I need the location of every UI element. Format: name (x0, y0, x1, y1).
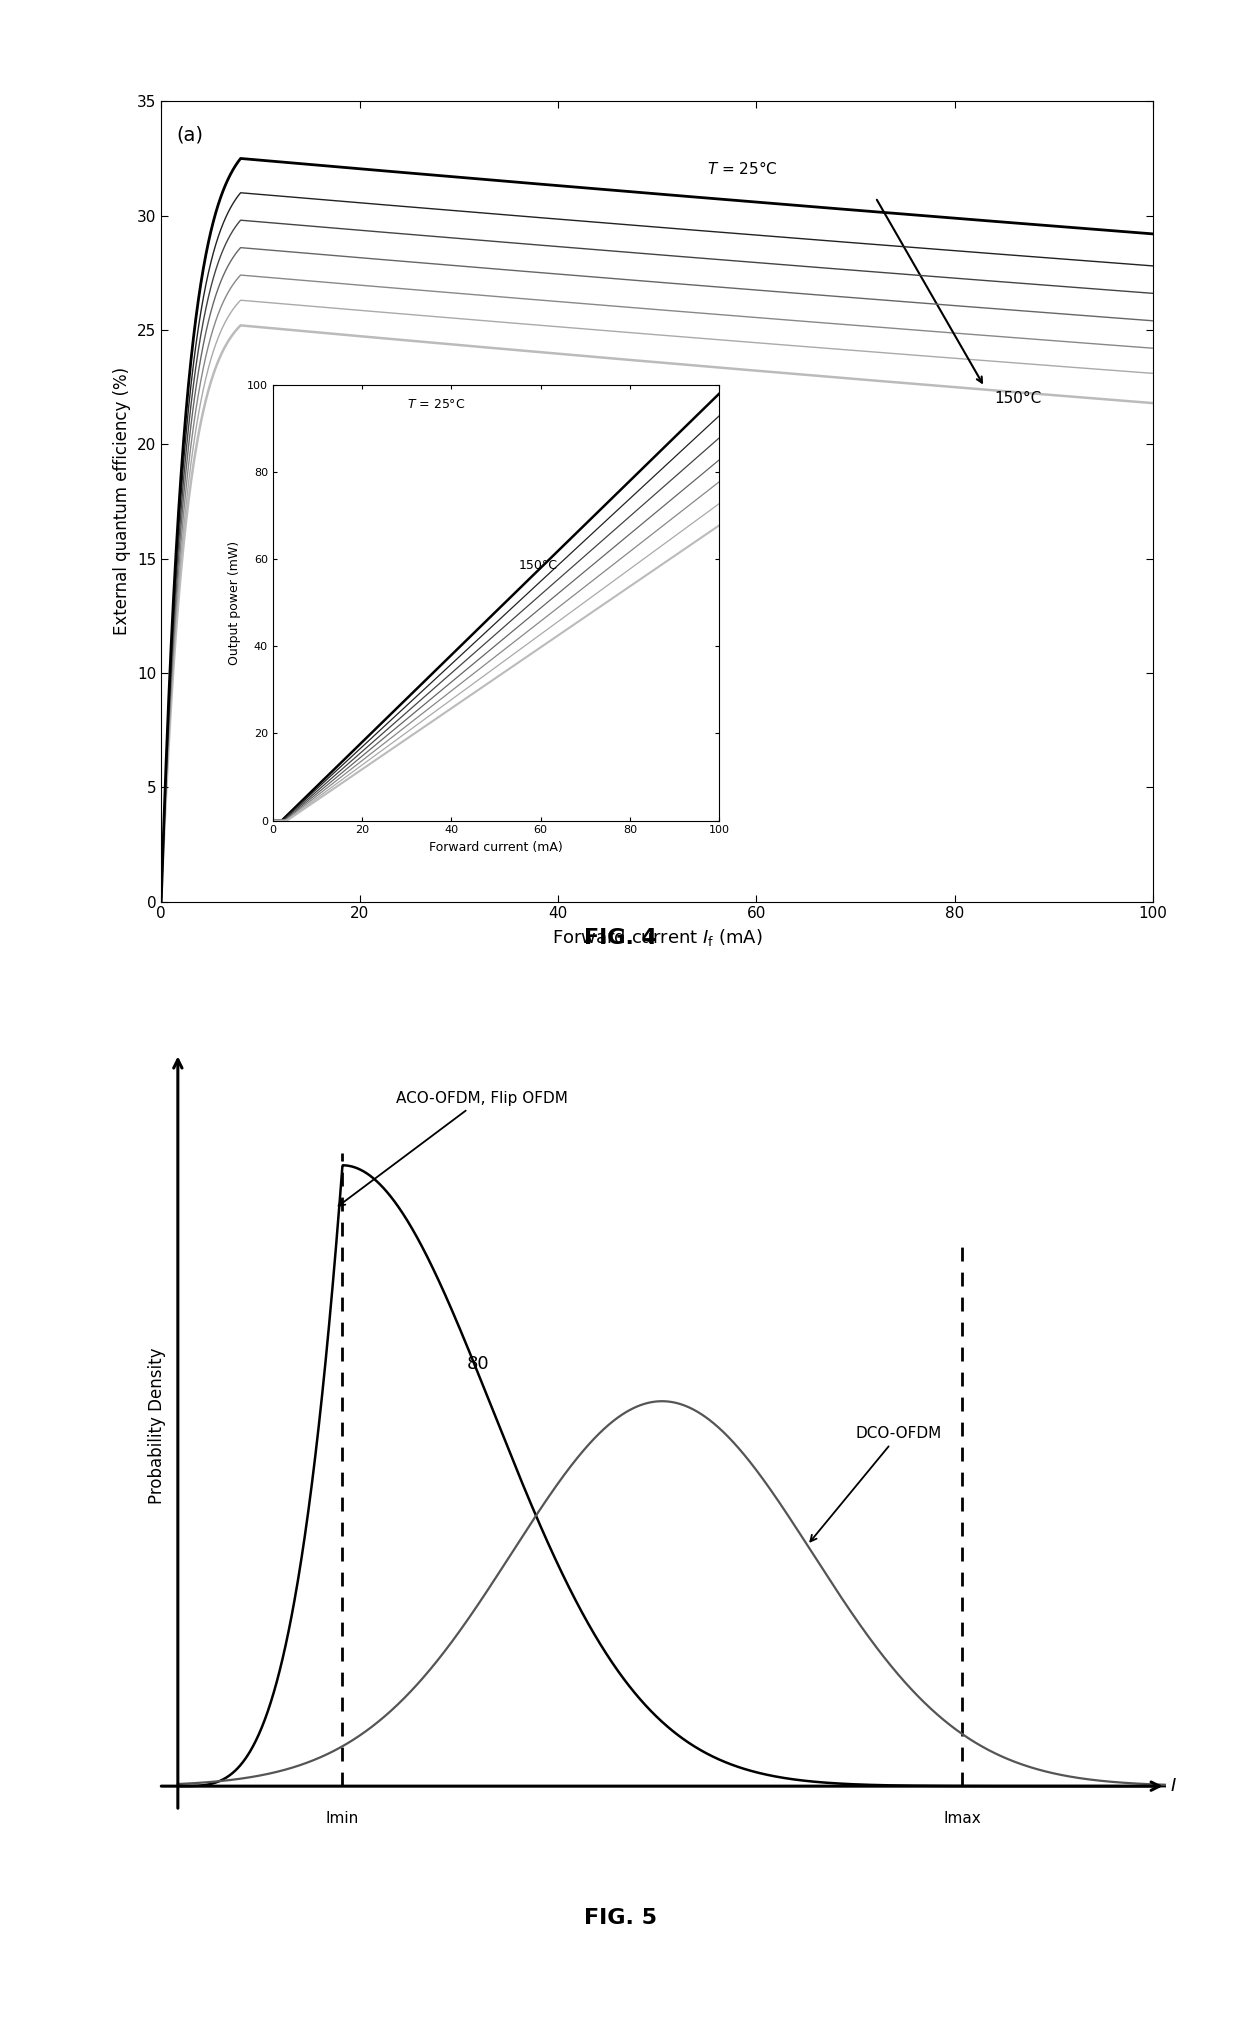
Text: 150°C: 150°C (518, 559, 557, 571)
Text: Probability Density: Probability Density (148, 1347, 166, 1503)
Text: I: I (1171, 1777, 1176, 1795)
Text: 150°C: 150°C (994, 391, 1042, 405)
X-axis label: Forward current (mA): Forward current (mA) (429, 841, 563, 853)
Text: Imax: Imax (944, 1811, 981, 1825)
Text: (a): (a) (176, 126, 203, 144)
Text: 80: 80 (466, 1355, 490, 1374)
Text: ACO-OFDM, Flip OFDM: ACO-OFDM, Flip OFDM (339, 1092, 568, 1205)
Text: $T$ = 25°C: $T$ = 25°C (407, 397, 465, 411)
Text: DCO-OFDM: DCO-OFDM (811, 1426, 942, 1542)
Y-axis label: Output power (mW): Output power (mW) (228, 541, 242, 665)
Text: Imin: Imin (326, 1811, 360, 1825)
Text: $T$ = 25°C: $T$ = 25°C (707, 160, 777, 178)
Text: FIG. 5: FIG. 5 (584, 1908, 656, 1929)
Text: FIG. 4: FIG. 4 (584, 928, 656, 948)
X-axis label: Forward current $I_\mathrm{f}$ (mA): Forward current $I_\mathrm{f}$ (mA) (552, 928, 763, 948)
Y-axis label: External quantum efficiency (%): External quantum efficiency (%) (113, 367, 131, 636)
